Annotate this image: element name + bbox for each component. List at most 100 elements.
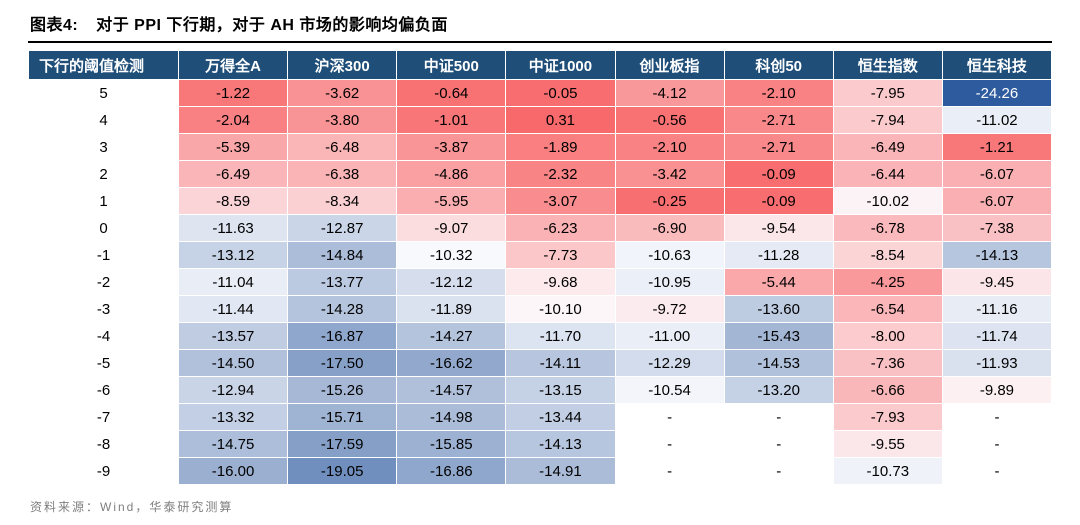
heatmap-cell: -6.48 — [287, 133, 398, 161]
heatmap-cell: -11.63 — [177, 214, 289, 242]
threshold-label: 5 — [28, 79, 179, 107]
heatmap-cell: -2.32 — [505, 160, 616, 188]
threshold-label: -7 — [28, 403, 179, 431]
threshold-label: -4 — [28, 322, 179, 350]
heatmap-cell: -14.75 — [177, 430, 289, 458]
table-row: -9 -16.00 -19.05 -16.86 -14.91- - -10.73- — [28, 457, 1053, 485]
title-divider — [28, 41, 1052, 43]
heatmap-cell: - — [614, 403, 725, 431]
heatmap-cell: -6.07 — [941, 187, 1053, 215]
heatmap-cell: -13.15 — [505, 376, 616, 404]
heatmap-cell: -10.73 — [832, 457, 943, 485]
heatmap-cell: -14.53 — [723, 349, 834, 377]
heatmap-cell: -12.87 — [287, 214, 398, 242]
heatmap-cell: -14.84 — [287, 241, 398, 269]
heatmap-cell: -12.29 — [614, 349, 725, 377]
column-header-4: 中证1000 — [505, 50, 616, 80]
heatmap-cell: -1.21 — [941, 133, 1053, 161]
column-header-5: 创业板指 — [614, 50, 725, 80]
heatmap-cell: -8.00 — [832, 322, 943, 350]
heatmap-cell: -13.77 — [287, 268, 398, 296]
table-row: -8 -14.75 -17.59 -15.85 -14.13- - -9.55- — [28, 430, 1053, 458]
heatmap-cell: -12.94 — [177, 376, 289, 404]
heatmap-cell: -10.02 — [832, 187, 943, 215]
table-body: 5 -1.22 -3.62 -0.64 -0.05 -4.12 -2.10 -7.95 -24.… — [28, 79, 1053, 485]
heatmap-cell: -11.02 — [941, 106, 1053, 134]
heatmap-cell: -11.89 — [396, 295, 507, 323]
heatmap-cell: -4.86 — [396, 160, 507, 188]
figure-number-label: 图表4: — [30, 17, 79, 34]
heatmap-cell: -16.86 — [396, 457, 507, 485]
heatmap-cell: -2.71 — [723, 133, 834, 161]
heatmap-cell: -8.59 — [177, 187, 289, 215]
heatmap-cell: -6.07 — [941, 160, 1053, 188]
heatmap-cell: -10.32 — [396, 241, 507, 269]
heatmap-cell: -7.38 — [941, 214, 1053, 242]
heatmap-cell: -0.64 — [396, 79, 507, 107]
heatmap-cell: -8.54 — [832, 241, 943, 269]
heatmap-cell: -6.54 — [832, 295, 943, 323]
heatmap-cell: -13.60 — [723, 295, 834, 323]
heatmap-cell: -7.94 — [832, 106, 943, 134]
heatmap-cell: -5.95 — [396, 187, 507, 215]
heatmap-cell: -0.09 — [723, 160, 834, 188]
heatmap-cell: - — [723, 430, 834, 458]
heatmap-cell: -5.39 — [177, 133, 289, 161]
heatmap-cell: -14.11 — [505, 349, 616, 377]
heatmap-cell: -14.50 — [177, 349, 289, 377]
heatmap-cell: -17.50 — [287, 349, 398, 377]
column-header-2: 沪深300 — [287, 50, 398, 80]
table-row: -6 -12.94 -15.26 -14.57 -13.15 -10.54 -13.20 -6… — [28, 376, 1053, 404]
heatmap-cell: -14.27 — [396, 322, 507, 350]
threshold-label: -8 — [28, 430, 179, 458]
header-row: 下行的阈值检测 万得全A 沪深300 中证500 中证1000 创业板指 科创50 恒生指数恒… — [28, 50, 1053, 80]
heatmap-cell: -10.54 — [614, 376, 725, 404]
heatmap-cell: -7.93 — [832, 403, 943, 431]
heatmap-cell: -3.42 — [614, 160, 725, 188]
heatmap-cell: -14.57 — [396, 376, 507, 404]
heatmap-cell: -14.91 — [505, 457, 616, 485]
heatmap-cell: -13.12 — [177, 241, 289, 269]
heatmap-cell: -7.95 — [832, 79, 943, 107]
heatmap-cell: -1.22 — [177, 79, 289, 107]
heatmap-cell: -9.07 — [396, 214, 507, 242]
heatmap-cell: -6.23 — [505, 214, 616, 242]
heatmap-cell: - — [723, 403, 834, 431]
heatmap-cell: -7.36 — [832, 349, 943, 377]
table-row: 0 -11.63 -12.87 -9.07 -6.23 -6.90 -9.54 -6.78 -7… — [28, 214, 1053, 242]
source-note: 资料来源：Wind，华泰研究测算 — [30, 500, 234, 514]
heatmap-cell: -13.32 — [177, 403, 289, 431]
heatmap-cell: -19.05 — [287, 457, 398, 485]
heatmap-cell: -7.73 — [505, 241, 616, 269]
column-header-threshold: 下行的阈值检测 — [28, 50, 179, 80]
threshold-label: -6 — [28, 376, 179, 404]
threshold-label: 0 — [28, 214, 179, 242]
heatmap-cell: -2.04 — [177, 106, 289, 134]
heatmap-cell: - — [941, 403, 1053, 431]
heatmap-cell: -11.04 — [177, 268, 289, 296]
heatmap-cell: -1.01 — [396, 106, 507, 134]
threshold-label: -3 — [28, 295, 179, 323]
column-header-8: 恒生科技 — [941, 50, 1053, 80]
heatmap-cell: -2.10 — [614, 133, 725, 161]
heatmap-cell: -3.80 — [287, 106, 398, 134]
heatmap-cell: -4.25 — [832, 268, 943, 296]
column-header-7: 恒生指数 — [832, 50, 943, 80]
heatmap-cell: -11.44 — [177, 295, 289, 323]
heatmap-cell: -11.93 — [941, 349, 1053, 377]
heatmap-cell: -3.87 — [396, 133, 507, 161]
heatmap-cell: -6.38 — [287, 160, 398, 188]
heatmap-cell: -17.59 — [287, 430, 398, 458]
heatmap-cell: -13.20 — [723, 376, 834, 404]
heatmap-cell: -0.09 — [723, 187, 834, 215]
heatmap-cell: - — [723, 457, 834, 485]
table-row: 1 -8.59 -8.34 -5.95 -3.07 -0.25 -0.09 -10.02 -6.… — [28, 187, 1053, 215]
table-row: 4 -2.04 -3.80 -1.01 0.31 -0.56 -2.71 -7.94 -11.0… — [28, 106, 1053, 134]
column-header-1: 万得全A — [177, 50, 289, 80]
heatmap-cell: -14.98 — [396, 403, 507, 431]
table-row: -1 -13.12 -14.84 -10.32 -7.73 -10.63 -11.28 -8.… — [28, 241, 1053, 269]
heatmap-cell: -9.68 — [505, 268, 616, 296]
table-row: -4 -13.57 -16.87 -14.27 -11.70 -11.00 -15.43 -8… — [28, 322, 1053, 350]
threshold-label: 3 — [28, 133, 179, 161]
table-row: -5 -14.50 -17.50 -16.62 -14.11 -12.29 -14.53 -7… — [28, 349, 1053, 377]
